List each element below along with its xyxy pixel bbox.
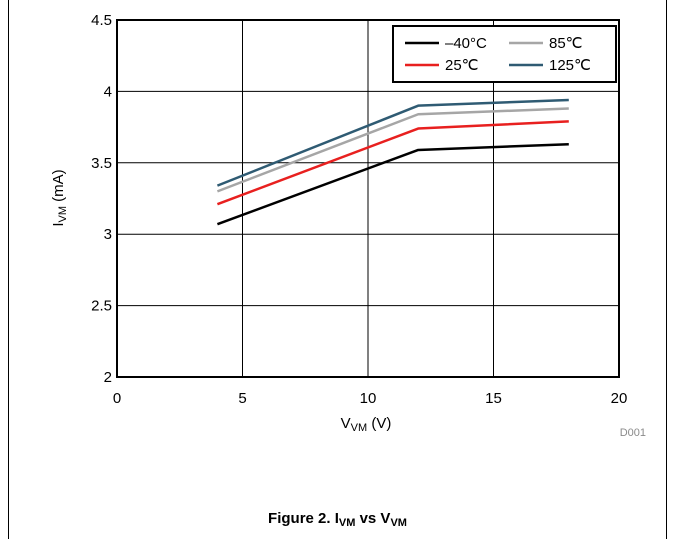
series-lines <box>216 98 569 226</box>
series-line-1 <box>216 120 569 206</box>
y-axis-label: IVM (mA) <box>50 169 69 226</box>
x-tick-labels: 0 5 10 15 20 <box>113 390 628 407</box>
plot-area-border <box>116 19 620 378</box>
y-tick-labels: 2 2.5 3 3.5 4 4.5 <box>91 12 112 386</box>
x-axis-label: VVM (V) <box>341 415 392 434</box>
figure-caption: Figure 2. IVM vs VVM <box>268 510 407 529</box>
y-tick-label: 2 <box>104 369 112 386</box>
y-tick-label: 4 <box>104 83 112 100</box>
x-tick-label: 10 <box>360 390 377 407</box>
x-tick-label: 20 <box>611 390 628 407</box>
legend-label: 125℃ <box>549 57 591 74</box>
legend-box <box>392 25 617 83</box>
series-line-3 <box>216 98 569 187</box>
x-tick-label: 5 <box>238 390 246 407</box>
legend-label: 25℃ <box>445 57 479 74</box>
y-tick-label: 4.5 <box>91 12 112 29</box>
legend-label: 85℃ <box>549 35 583 52</box>
y-tick-label: 3 <box>104 226 112 243</box>
series-line-0 <box>216 142 569 226</box>
x-tick-label: 15 <box>485 390 502 407</box>
chart: 0 5 10 15 20 2 2.5 3 3.5 4 4.5 VVM (V) IVM (mA) –… <box>50 12 646 439</box>
x-tick-label: 0 <box>113 390 121 407</box>
series-line-2 <box>216 107 569 193</box>
y-tick-label: 2.5 <box>91 298 112 315</box>
figure-code: D001 <box>620 427 646 439</box>
legend-label: –40°C <box>445 35 487 52</box>
figure-frame <box>8 0 667 539</box>
y-tick-label: 3.5 <box>91 155 112 172</box>
legend: –40°C 85℃ 25℃ 125℃ <box>392 25 617 83</box>
